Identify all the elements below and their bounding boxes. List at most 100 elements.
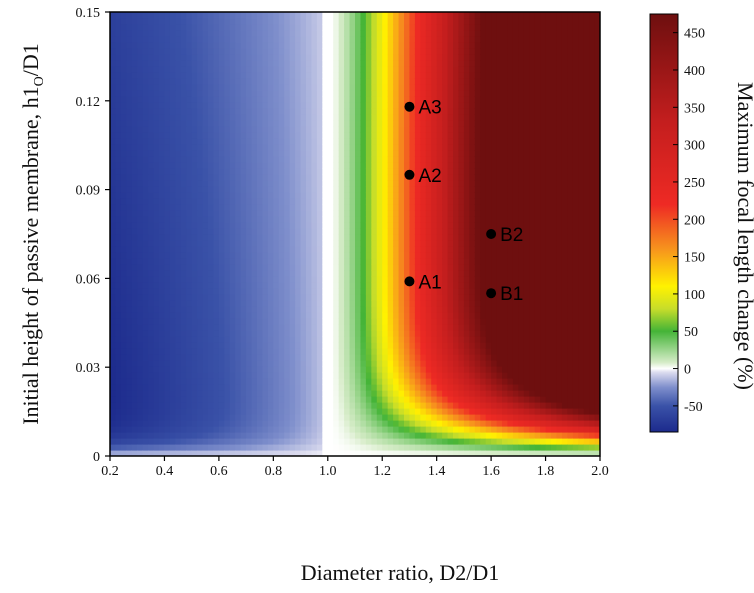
heatmap-cell xyxy=(404,306,411,313)
heatmap-cell xyxy=(159,186,166,193)
heatmap-cell xyxy=(153,54,160,61)
heatmap-cell xyxy=(442,258,449,265)
heatmap-cell xyxy=(213,306,220,313)
heatmap-cell xyxy=(425,192,432,199)
heatmap-cell xyxy=(246,108,253,115)
heatmap-cell xyxy=(284,228,291,235)
heatmap-cell xyxy=(169,84,176,91)
heatmap-cell xyxy=(453,102,460,109)
heatmap-cell xyxy=(442,180,449,187)
heatmap-cell xyxy=(257,240,264,247)
heatmap-cell xyxy=(153,438,160,445)
heatmap-cell xyxy=(404,246,411,253)
heatmap-cell xyxy=(159,156,166,163)
heatmap-cell xyxy=(360,444,367,451)
heatmap-cell xyxy=(442,342,449,349)
heatmap-cell xyxy=(447,318,454,325)
heatmap-cell xyxy=(365,342,372,349)
heatmap-cell xyxy=(360,60,367,67)
heatmap-cell xyxy=(153,372,160,379)
heatmap-cell xyxy=(409,42,416,49)
heatmap-cell xyxy=(153,186,160,193)
heatmap-cell xyxy=(453,414,460,421)
heatmap-cell xyxy=(442,54,449,61)
heatmap-cell xyxy=(246,246,253,253)
heatmap-cell xyxy=(191,438,198,445)
heatmap-cell xyxy=(267,378,274,385)
heatmap-cell xyxy=(284,102,291,109)
heatmap-cell xyxy=(338,186,345,193)
heatmap-cell xyxy=(474,378,481,385)
heatmap-cell xyxy=(186,132,193,139)
heatmap-cell xyxy=(224,294,231,301)
heatmap-cell xyxy=(360,318,367,325)
heatmap-cell xyxy=(409,228,416,235)
heatmap-cell xyxy=(246,234,253,241)
heatmap-cell xyxy=(218,114,225,121)
heatmap-cell xyxy=(425,264,432,271)
heatmap-cell xyxy=(273,348,280,355)
heatmap-cell xyxy=(382,402,389,409)
heatmap-cell xyxy=(409,264,416,271)
heatmap-cell xyxy=(186,414,193,421)
heatmap-cell xyxy=(371,420,378,427)
heatmap-cell xyxy=(376,372,383,379)
heatmap-cell xyxy=(153,330,160,337)
heatmap-cell xyxy=(213,342,220,349)
heatmap-cell xyxy=(262,84,269,91)
heatmap-cell xyxy=(120,96,127,103)
heatmap-cell xyxy=(295,342,302,349)
heatmap-cell xyxy=(224,12,231,19)
heatmap-cell xyxy=(273,276,280,283)
heatmap-cell xyxy=(213,246,220,253)
heatmap-cell xyxy=(469,216,476,223)
heatmap-cell xyxy=(120,372,127,379)
heatmap-cell xyxy=(153,336,160,343)
heatmap-cell xyxy=(208,378,215,385)
heatmap-cell xyxy=(355,300,362,307)
heatmap-cell xyxy=(333,306,340,313)
heatmap-cell xyxy=(224,414,231,421)
heatmap-cell xyxy=(148,180,155,187)
heatmap-cell xyxy=(142,246,149,253)
heatmap-cell xyxy=(273,408,280,415)
heatmap-cell xyxy=(382,150,389,157)
heatmap-cell xyxy=(213,12,220,19)
heatmap-cell xyxy=(159,276,166,283)
heatmap-cell xyxy=(240,408,247,415)
heatmap-cell xyxy=(180,78,187,85)
heatmap-cell xyxy=(224,444,231,451)
heatmap-cell xyxy=(333,408,340,415)
heatmap-cell xyxy=(420,252,427,259)
heatmap-cell xyxy=(137,210,144,217)
heatmap-cell xyxy=(447,330,454,337)
heatmap-cell xyxy=(213,192,220,199)
heatmap-cell xyxy=(202,342,209,349)
heatmap-cell xyxy=(382,24,389,31)
heatmap-cell xyxy=(126,330,133,337)
heatmap-cell xyxy=(469,174,476,181)
heatmap-cell xyxy=(235,216,242,223)
heatmap-cell xyxy=(235,258,242,265)
heatmap-cell xyxy=(246,36,253,43)
heatmap-cell xyxy=(442,348,449,355)
heatmap-cell xyxy=(300,48,307,55)
heatmap-cell xyxy=(164,96,171,103)
heatmap-cell xyxy=(218,306,225,313)
heatmap-cell xyxy=(240,282,247,289)
heatmap-cell xyxy=(376,66,383,73)
heatmap-cell xyxy=(458,390,465,397)
heatmap-cell xyxy=(126,36,133,43)
heatmap-cell xyxy=(316,330,323,337)
heatmap-cell xyxy=(322,318,329,325)
heatmap-cell xyxy=(414,324,421,331)
heatmap-cell xyxy=(284,138,291,145)
heatmap-cell xyxy=(360,276,367,283)
heatmap-cell xyxy=(159,72,166,79)
heatmap-cell xyxy=(295,138,302,145)
heatmap-cell xyxy=(349,192,356,199)
heatmap-cell xyxy=(175,342,182,349)
heatmap-cell xyxy=(191,282,198,289)
heatmap-cell xyxy=(240,96,247,103)
heatmap-cell xyxy=(208,210,215,217)
